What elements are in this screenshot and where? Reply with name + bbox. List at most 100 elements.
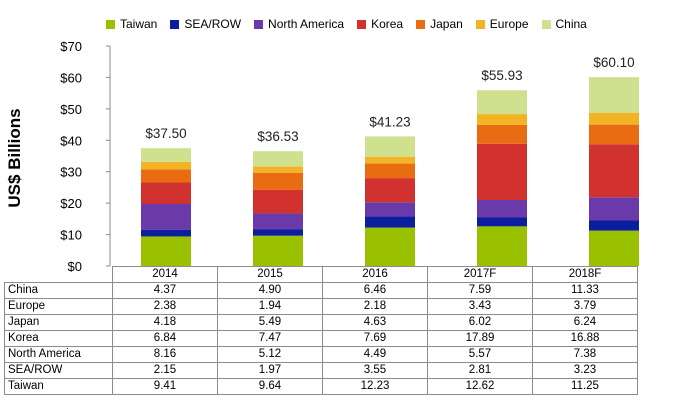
legend-label: China	[555, 17, 587, 31]
bar-segment-china-2016	[365, 136, 415, 157]
y-tick-label: $10	[60, 228, 82, 243]
bar-segment-north-america-2014	[141, 204, 191, 230]
bar-total-label: $41.23	[369, 114, 410, 129]
table-row-label: North America	[4, 346, 113, 363]
table-cell: 2.81	[427, 362, 533, 379]
bar-total-label: $60.10	[593, 55, 634, 70]
table-cell: 6.84	[112, 330, 218, 347]
bar-segment-sea-row-2016	[365, 216, 415, 228]
legend-swatch	[106, 19, 115, 29]
table-cell: 4.49	[322, 346, 428, 363]
table-row: North America 8.16 5.12 4.49 5.57 7.38	[4, 346, 638, 363]
table-row-label: Europe	[4, 298, 113, 315]
bar-segment-europe-2018f	[589, 112, 639, 125]
table-cell: 6.02	[427, 314, 533, 331]
table-cell: 3.43	[427, 298, 533, 315]
table-cell: 11.33	[532, 282, 638, 299]
table-cell: 7.59	[427, 282, 533, 299]
y-tick-label: $30	[60, 165, 82, 180]
table-cell: 12.23	[322, 378, 428, 395]
table-cell: 6.24	[532, 314, 638, 331]
bar-segment-korea-2018f	[589, 144, 639, 198]
table-cell: 7.38	[532, 346, 638, 363]
table-column-header: 2014	[112, 266, 218, 283]
bar-segment-taiwan-2015	[253, 235, 303, 266]
legend-label: Japan	[430, 17, 463, 31]
table-row: Japan 4.18 5.49 4.63 6.02 6.24	[4, 314, 638, 331]
table-row: SEA/ROW 2.15 1.97 3.55 2.81 3.23	[4, 362, 638, 379]
table-cell: 8.16	[112, 346, 218, 363]
table-cell: 12.62	[427, 378, 533, 395]
bar-segment-north-america-2015	[253, 213, 303, 230]
legend-swatch	[254, 19, 264, 29]
bar-segment-japan-2014	[141, 169, 191, 183]
bar-segment-europe-2016	[365, 156, 415, 164]
table-cell: 2.38	[112, 298, 218, 315]
table-cell: 5.57	[427, 346, 533, 363]
bar-segment-taiwan-2016	[365, 227, 415, 266]
bar-segment-korea-2016	[365, 178, 415, 203]
table-row: Korea 6.84 7.47 7.69 17.89 16.88	[4, 330, 638, 347]
y-tick-label: $70	[60, 39, 82, 54]
table-cell: 6.46	[322, 282, 428, 299]
y-tick-label: $50	[60, 102, 82, 117]
legend-label: SEA/ROW	[184, 17, 242, 31]
table-cell: 7.69	[322, 330, 428, 347]
table-row: Europe 2.38 1.94 2.18 3.43 3.79	[4, 298, 638, 315]
bar-segment-japan-2016	[365, 163, 415, 179]
legend-swatch	[357, 19, 367, 29]
legend-label: Europe	[489, 17, 529, 31]
legend-swatch	[475, 19, 485, 29]
table-cell: 4.90	[217, 282, 323, 299]
bar-segment-korea-2014	[141, 182, 191, 205]
legend-label: North America	[268, 17, 345, 31]
bar-segment-sea-row-2015	[253, 229, 303, 236]
bar-segment-japan-2017f	[477, 124, 527, 144]
bar-segment-japan-2015	[253, 172, 303, 190]
legend-swatch	[541, 19, 551, 29]
bar-segment-europe-2017f	[477, 114, 527, 125]
table-row-label: China	[4, 282, 113, 299]
bar-segment-china-2018f	[589, 77, 639, 113]
table-column-header: 2018F	[532, 266, 638, 283]
table-cell: 9.41	[112, 378, 218, 395]
table-cell: 1.94	[217, 298, 323, 315]
bar-segment-north-america-2017f	[477, 200, 527, 218]
table-cell: 16.88	[532, 330, 638, 347]
legend-label: Korea	[371, 17, 404, 31]
bar-segment-china-2014	[141, 148, 191, 162]
table-cell: 17.89	[427, 330, 533, 347]
y-tick-label: $60	[60, 70, 82, 85]
bar-segment-sea-row-2018f	[589, 220, 639, 231]
table-corner	[4, 266, 113, 283]
bar-segment-korea-2017f	[477, 143, 527, 200]
legend-item-europe: Europe	[475, 17, 529, 31]
bar-segment-sea-row-2014	[141, 229, 191, 237]
table-cell: 2.18	[322, 298, 428, 315]
legend: Taiwan SEA/ROW North America Korea Japan Euro…	[106, 17, 600, 31]
data-table: 2014 2015 2016 2017F 2018F China 4.37 4.90 6.46 7…	[4, 266, 638, 395]
table-row-label: SEA/ROW	[4, 362, 113, 379]
bar-segment-north-america-2018f	[589, 197, 639, 221]
table-row: Taiwan 9.41 9.64 12.23 12.62 11.25	[4, 378, 638, 395]
table-cell: 4.63	[322, 314, 428, 331]
table-cell: 11.25	[532, 378, 638, 395]
legend-item-korea: Korea	[357, 17, 403, 31]
bar-segment-north-america-2016	[365, 202, 415, 217]
bar-segment-sea-row-2017f	[477, 217, 527, 227]
bar-segment-europe-2015	[253, 166, 303, 173]
table-row-label: Taiwan	[4, 378, 113, 395]
bar-segment-korea-2015	[253, 189, 303, 214]
y-tick-label: $40	[60, 133, 82, 148]
legend-item-china: China	[541, 17, 587, 31]
bar-segment-china-2017f	[477, 90, 527, 115]
table-cell: 5.12	[217, 346, 323, 363]
table-cell: 9.64	[217, 378, 323, 395]
legend-swatch	[416, 19, 426, 29]
table-cell: 4.18	[112, 314, 218, 331]
y-axis-label: US$ Billions	[5, 108, 24, 208]
bar-total-label: $55.93	[481, 68, 522, 83]
legend-swatch	[170, 19, 180, 29]
legend-item-taiwan: Taiwan	[106, 17, 157, 31]
